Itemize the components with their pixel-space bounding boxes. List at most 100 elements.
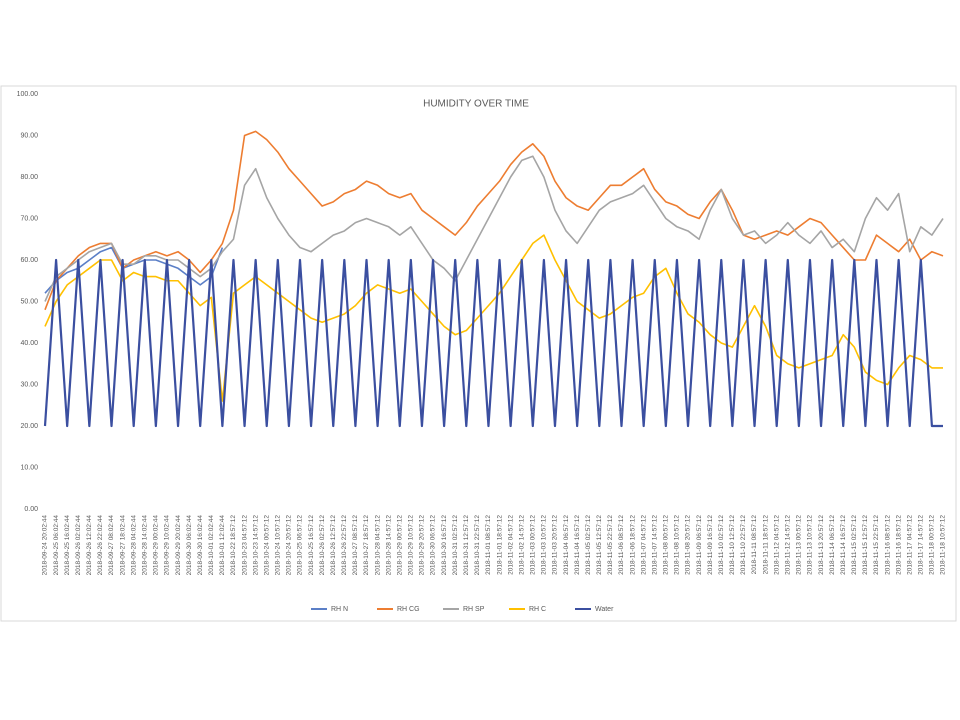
x-tick-label: 2018-11-13 10:57:12 bbox=[807, 515, 814, 575]
x-tick-label: 2018-10-30 16:57:12 bbox=[441, 515, 448, 576]
series-line bbox=[44, 155, 944, 302]
x-tick-label: 2018-10-23 14:57:12 bbox=[252, 515, 259, 576]
legend-label: Water bbox=[595, 606, 614, 613]
x-tick-label: 2018-09-24 20:02:44 bbox=[42, 515, 49, 576]
x-tick-label: 2018-10-26 12:57:12 bbox=[330, 515, 337, 576]
y-tick-label: 90.00 bbox=[20, 132, 38, 139]
y-tick-label: 30.00 bbox=[20, 381, 38, 388]
x-tick-label: 2018-10-26 22:57:12 bbox=[341, 515, 348, 576]
x-tick-label: 2018-11-05 22:57:12 bbox=[607, 515, 614, 575]
x-tick-label: 2018-11-14 16:57:12 bbox=[840, 515, 847, 575]
x-tick-label: 2018-11-03 00:57:12 bbox=[530, 515, 537, 575]
x-tick-label: 2018-11-17 14:57:12 bbox=[918, 515, 925, 575]
x-tick-label: 2018-09-27 18:02:44 bbox=[119, 515, 126, 576]
x-tick-label: 2018-09-30 06:02:44 bbox=[186, 515, 193, 576]
x-tick-label: 2018-11-12 04:57:12 bbox=[773, 515, 780, 575]
x-tick-label: 2018-11-14 06:57:12 bbox=[829, 515, 836, 575]
x-tick-label: 2018-10-26 02:57:12 bbox=[319, 515, 326, 576]
x-tick-label: 2018-10-31 22:57:12 bbox=[474, 515, 481, 576]
x-tick-label: 2018-11-05 02:57:12 bbox=[585, 515, 592, 575]
x-tick-label: 2018-10-01 12:02:44 bbox=[219, 515, 226, 576]
x-tick-label: 2018-09-25 06:02:44 bbox=[53, 515, 60, 576]
x-tick-label: 2018-10-23 04:57:12 bbox=[241, 515, 248, 576]
series-line bbox=[43, 258, 943, 428]
x-tick-label: 2018-11-13 20:57:12 bbox=[818, 515, 825, 575]
x-tick-label: 2018-11-04 16:57:12 bbox=[574, 515, 581, 575]
legend-label: RH SP bbox=[463, 606, 485, 613]
x-tick-label: 2018-10-31 12:57:12 bbox=[463, 515, 470, 576]
x-tick-label: 2018-11-04 06:57:12 bbox=[563, 515, 570, 575]
x-tick-label: 2018-09-30 16:02:44 bbox=[197, 515, 204, 576]
x-tick-label: 2018-09-28 04:02:44 bbox=[130, 515, 137, 576]
x-tick-label: 2018-09-29 20:02:44 bbox=[175, 515, 182, 576]
x-tick-label: 2018-11-11 08:57:12 bbox=[751, 515, 758, 575]
x-tick-label: 2018-11-15 12:57:12 bbox=[862, 515, 869, 575]
y-tick-label: 50.00 bbox=[20, 298, 38, 305]
y-tick-label: 0.00 bbox=[24, 506, 38, 513]
x-tick-label: 2018-11-07 04:57:12 bbox=[640, 515, 647, 575]
y-tick-label: 100.00 bbox=[17, 91, 39, 98]
x-tick-label: 2018-11-08 20:57:12 bbox=[685, 515, 692, 575]
x-tick-label: 2018-11-17 04:57:12 bbox=[906, 515, 913, 575]
x-tick-label: 2018-10-25 16:57:12 bbox=[308, 515, 315, 576]
chart-title: HUMIDITY OVER TIME bbox=[423, 99, 529, 110]
x-tick-label: 2018-11-01 08:57:12 bbox=[485, 515, 492, 575]
legend-label: RH CG bbox=[397, 606, 420, 613]
x-tick-label: 2018-10-24 10:57:12 bbox=[275, 515, 282, 576]
x-tick-label: 2018-10-31 02:57:12 bbox=[452, 515, 459, 576]
x-tick-label: 2018-10-29 00:57:12 bbox=[396, 515, 403, 576]
x-tick-label: 2018-09-26 02:02:44 bbox=[75, 515, 82, 576]
x-tick-label: 2018-10-24 20:57:12 bbox=[286, 515, 293, 576]
x-tick-label: 2018-11-10 12:57:12 bbox=[729, 515, 736, 575]
y-tick-label: 80.00 bbox=[20, 174, 38, 181]
x-tick-label: 2018-10-25 06:57:12 bbox=[297, 515, 304, 576]
y-tick-label: 40.00 bbox=[20, 340, 38, 347]
x-tick-label: 2018-11-05 12:57:12 bbox=[596, 515, 603, 575]
x-tick-label: 2018-11-09 06:57:12 bbox=[696, 515, 703, 575]
x-tick-label: 2018-11-18 00:57:12 bbox=[929, 515, 936, 575]
series-line bbox=[44, 130, 944, 311]
y-tick-label: 10.00 bbox=[20, 464, 38, 471]
x-tick-label: 2018-11-06 18:57:12 bbox=[629, 515, 636, 575]
x-tick-label: 2018-11-11 18:57:12 bbox=[762, 515, 769, 575]
x-tick-label: 2018-11-10 02:57:12 bbox=[718, 515, 725, 575]
x-tick-label: 2018-10-27 08:57:12 bbox=[352, 515, 359, 576]
legend-label: RH C bbox=[529, 606, 546, 613]
x-tick-label: 2018-09-25 16:02:44 bbox=[64, 515, 71, 576]
x-tick-label: 2018-11-01 18:57:12 bbox=[496, 515, 503, 575]
x-tick-label: 2018-09-28 14:02:44 bbox=[141, 515, 148, 576]
x-tick-label: 2018-09-27 08:02:44 bbox=[108, 515, 115, 576]
legend-label: RH N bbox=[331, 606, 348, 613]
x-tick-label: 2018-11-03 20:57:12 bbox=[552, 515, 559, 575]
x-tick-label: 2018-11-07 14:57:12 bbox=[651, 515, 658, 575]
x-tick-label: 2018-11-06 08:57:12 bbox=[618, 515, 625, 575]
x-tick-label: 2018-10-28 04:57:12 bbox=[374, 515, 381, 576]
x-tick-label: 2018-11-16 18:57:12 bbox=[895, 515, 902, 575]
x-tick-label: 2018-10-01 02:02:44 bbox=[208, 515, 215, 576]
x-tick-label: 2018-11-03 10:57:12 bbox=[541, 515, 548, 575]
series-line bbox=[44, 234, 943, 402]
x-tick-label: 2018-11-13 00:57:12 bbox=[796, 515, 803, 575]
x-tick-label: 2018-10-24 00:57:12 bbox=[263, 515, 270, 576]
x-tick-label: 2018-11-15 22:57:12 bbox=[873, 515, 880, 575]
y-tick-label: 60.00 bbox=[20, 257, 38, 264]
x-tick-label: 2018-10-29 10:57:12 bbox=[408, 515, 415, 576]
x-tick-label: 2018-10-27 18:57:12 bbox=[363, 515, 370, 576]
x-tick-label: 2018-11-02 04:57:12 bbox=[507, 515, 514, 575]
x-tick-label: 2018-09-26 12:02:44 bbox=[86, 515, 93, 576]
x-tick-label: 2018-11-10 22:57:12 bbox=[740, 515, 747, 575]
x-tick-label: 2018-11-16 08:57:12 bbox=[884, 515, 891, 575]
x-tick-label: 2018-11-18 10:57:12 bbox=[940, 515, 947, 575]
x-tick-label: 2018-10-22 18:57:12 bbox=[230, 515, 237, 576]
x-tick-label: 2018-11-09 16:57:12 bbox=[707, 515, 714, 575]
x-tick-label: 2018-09-29 00:02:44 bbox=[153, 515, 160, 576]
x-tick-label: 2018-11-15 02:57:12 bbox=[851, 515, 858, 575]
x-tick-label: 2018-10-28 14:57:12 bbox=[385, 515, 392, 576]
x-tick-label: 2018-10-29 20:57:12 bbox=[419, 515, 426, 576]
x-tick-label: 2018-09-26 22:02:44 bbox=[97, 515, 104, 576]
x-tick-label: 2018-10-30 06:57:12 bbox=[430, 515, 437, 576]
y-tick-label: 20.00 bbox=[20, 423, 38, 430]
x-tick-label: 2018-11-02 14:57:12 bbox=[518, 515, 525, 575]
